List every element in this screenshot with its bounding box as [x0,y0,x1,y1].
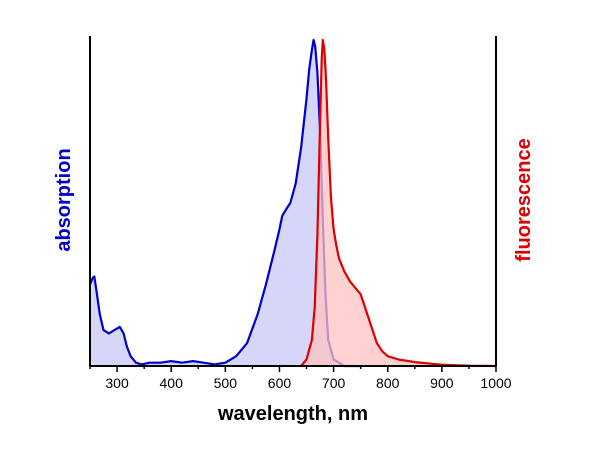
x-tick-label: 400 [160,375,184,391]
fluorescence-area [301,40,496,366]
right-y-axis-label: fluorescence [513,138,535,261]
x-tick-label: 600 [268,375,292,391]
x-tick-label: 1000 [480,375,511,391]
absorption-area [90,40,361,366]
x-tick-label: 900 [430,375,454,391]
series-layer [88,38,497,368]
x-tick-label: 700 [322,375,346,391]
left-y-axis-label: absorption [53,148,75,251]
fluorescence-line [300,38,497,368]
x-tick-label: 500 [214,375,238,391]
x-axis-ticks: 300 400 500 600 700 800 900 1000 [89,366,512,391]
x-tick-label: 300 [105,375,129,391]
absorption-line [88,38,361,368]
x-tick-label: 800 [376,375,400,391]
x-axis-label: wavelength, nm [217,403,368,425]
